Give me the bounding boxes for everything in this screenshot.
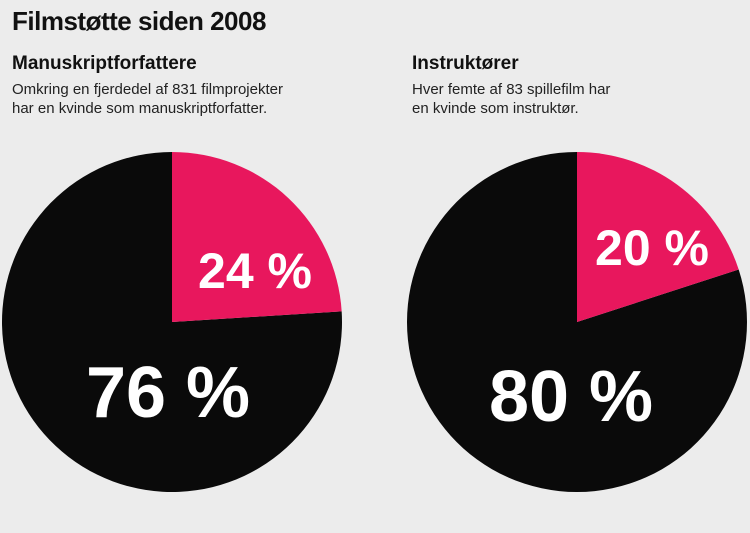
pie-chart-instruktoerer: 20 % 80 %: [407, 152, 747, 493]
panel-instruktoerer: Instruktører Hver femte af 83 spillefilm…: [412, 52, 750, 118]
slice-label-highlight: 24 %: [198, 243, 312, 299]
chart-title-instruktoerer: Instruktører: [412, 53, 519, 74]
pie-chart-manuskriptforfattere: 24 % 76 %: [2, 152, 343, 492]
slice-label-base: 80 %: [489, 357, 653, 437]
chart-subtitle-instruktoerer: Hver femte af 83 spillefilm har en kvind…: [412, 80, 750, 118]
chart-subtitle-manuskriptforfattere: Omkring en fjerdedel af 831 filmprojekte…: [12, 80, 352, 118]
pie-slice-base: [2, 152, 343, 492]
page-title: Filmstøtte siden 2008: [12, 6, 266, 36]
panel-manuskriptforfattere: Manuskriptforfattere Omkring en fjerdede…: [12, 52, 372, 118]
chart-title-manuskriptforfattere: Manuskriptforfattere: [12, 53, 197, 74]
subtitle-line: Hver femte af 83 spillefilm har: [412, 81, 611, 98]
pie-slice-highlight: [577, 152, 739, 322]
subtitle-line: har en kvinde som manuskriptforfatter.: [12, 100, 268, 117]
subtitle-line: en kvinde som instruktør.: [412, 100, 579, 117]
subtitle-line: Omkring en fjerdedel af 831 filmprojekte…: [12, 81, 283, 98]
pie-slice-highlight: [172, 152, 342, 322]
pie-slice-base: [407, 152, 747, 493]
slice-label-highlight: 20 %: [595, 220, 709, 276]
slice-label-base: 76 %: [86, 353, 250, 433]
